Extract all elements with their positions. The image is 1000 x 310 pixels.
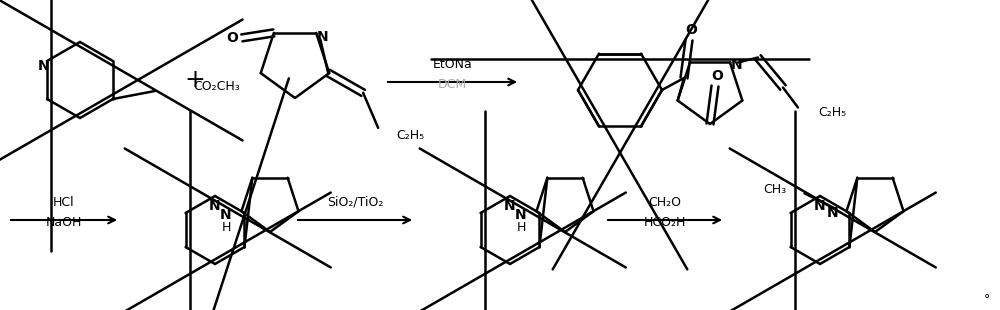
Text: O: O <box>711 69 723 83</box>
Text: HCO₂H: HCO₂H <box>644 215 686 228</box>
Text: O: O <box>685 23 697 37</box>
Text: CH₂O: CH₂O <box>648 196 682 209</box>
Text: N: N <box>220 208 231 222</box>
Text: N: N <box>504 199 516 213</box>
Text: °: ° <box>984 294 990 307</box>
Text: C₂H₅: C₂H₅ <box>818 106 846 119</box>
Text: N: N <box>515 208 526 222</box>
Text: NaOH: NaOH <box>46 215 82 228</box>
Text: O: O <box>226 31 238 45</box>
Text: N: N <box>814 199 826 213</box>
Text: EtONa: EtONa <box>433 57 472 70</box>
Text: N: N <box>37 59 49 73</box>
Text: N: N <box>827 206 838 220</box>
Text: N: N <box>209 199 221 213</box>
Text: N: N <box>731 59 743 73</box>
Text: +: + <box>185 68 205 92</box>
Text: H: H <box>222 221 231 234</box>
Text: SiO₂/TiO₂: SiO₂/TiO₂ <box>327 196 383 209</box>
Text: C₂H₅: C₂H₅ <box>396 129 424 142</box>
Text: N: N <box>316 30 328 44</box>
Text: HCl: HCl <box>53 196 75 209</box>
Text: H: H <box>517 221 526 234</box>
Text: CO₂CH₃: CO₂CH₃ <box>193 81 240 94</box>
Text: DCM: DCM <box>438 78 467 91</box>
Text: CH₃: CH₃ <box>763 183 786 196</box>
